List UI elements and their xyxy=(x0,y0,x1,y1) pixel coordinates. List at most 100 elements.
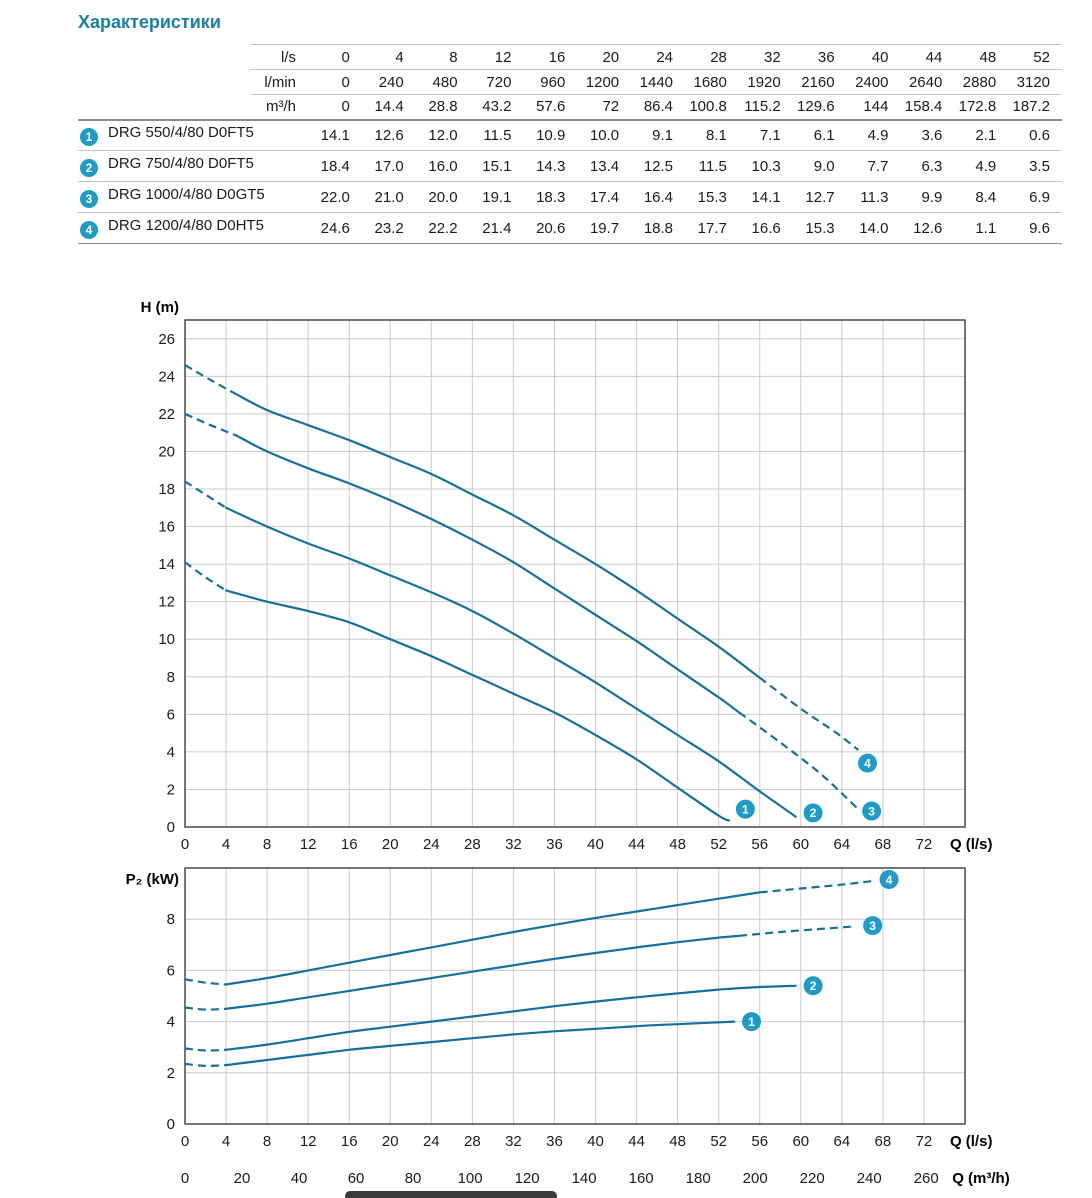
x2-tick-label: 80 xyxy=(405,1170,422,1187)
x-tick-label: 40 xyxy=(587,1133,604,1150)
pump-name: DRG 550/4/80 D0FT5 xyxy=(108,124,254,142)
head-value: 20.6 xyxy=(523,212,578,244)
x-tick-label: 20 xyxy=(382,1133,399,1150)
head-value: 18.8 xyxy=(631,212,686,244)
x2-tick-label: 140 xyxy=(572,1170,597,1187)
head-value: 17.7 xyxy=(685,212,739,244)
x2-tick-label: 160 xyxy=(629,1170,654,1187)
pump-number-badge: 3 xyxy=(80,190,98,208)
x-tick-label: 44 xyxy=(628,1133,645,1150)
flow-value: 8 xyxy=(415,44,470,70)
pump-curve-4 xyxy=(235,393,761,679)
head-value: 15.1 xyxy=(469,150,524,182)
head-value: 8.1 xyxy=(685,118,739,151)
flow-value: 43.2 xyxy=(469,94,524,120)
y-tick-label: 18 xyxy=(158,481,175,498)
head-value: 11.5 xyxy=(469,118,524,151)
y-axis-title: H (m) xyxy=(141,299,179,316)
head-value: 21.4 xyxy=(469,212,524,244)
x-tick-label: 72 xyxy=(916,836,933,853)
pump-name-cell: 1 DRG 550/4/80 D0FT5 xyxy=(78,118,308,151)
flow-value: 36 xyxy=(792,44,847,70)
characteristics-table: l/s 0 4 8 12 16 20 24 28 32 36 40 44 48 52 l/min 0 240 480… xyxy=(78,44,1063,244)
flow-value: 86.4 xyxy=(631,94,686,120)
head-value: 8.4 xyxy=(954,181,1009,213)
head-value: 0.6 xyxy=(1008,118,1063,151)
flow-value: 2640 xyxy=(900,69,955,95)
unit-label: l/min xyxy=(250,69,308,95)
characteristics-table-wrap: l/s 0 4 8 12 16 20 24 28 32 36 40 44 48 52 l/min 0 240 480… xyxy=(78,44,1063,244)
x-tick-label: 52 xyxy=(710,836,727,853)
flow-value: 72 xyxy=(577,94,632,120)
pump-curve-2 xyxy=(224,506,797,818)
head-value: 22.0 xyxy=(308,181,362,213)
pump-number-badge: 1 xyxy=(80,128,98,147)
flow-value: 3120 xyxy=(1008,69,1063,95)
x-tick-label: 68 xyxy=(875,1133,892,1150)
head-value: 9.0 xyxy=(792,150,847,182)
flow-value: 24 xyxy=(631,44,686,70)
x-tick-label: 48 xyxy=(669,1133,686,1150)
pump-curve-1 xyxy=(224,589,730,822)
flow-value: 1920 xyxy=(738,69,793,95)
x2-tick-label: 220 xyxy=(800,1170,825,1187)
y-tick-label: 14 xyxy=(158,556,175,573)
head-value: 16.4 xyxy=(631,181,686,213)
flow-value: 48 xyxy=(954,44,1009,70)
x2-tick-label: 0 xyxy=(181,1170,189,1187)
head-value: 2.1 xyxy=(954,118,1009,151)
head-value: 11.3 xyxy=(846,181,901,213)
x-tick-label: 8 xyxy=(263,836,271,853)
pump-curve-2 xyxy=(224,984,797,1051)
x-tick-label: 64 xyxy=(833,836,850,853)
pump-number-badge: 4 xyxy=(80,221,98,239)
table-unit-row: m³/h 0 14.4 28.8 43.2 57.6 72 86.4 100.8 115.2 129… xyxy=(78,94,1063,120)
x-tick-label: 64 xyxy=(833,1133,850,1150)
head-value: 19.7 xyxy=(577,212,632,244)
flow-value: 0 xyxy=(308,44,362,70)
head-value: 12.6 xyxy=(361,118,416,151)
flow-value: 12 xyxy=(469,44,524,70)
flow-value: 32 xyxy=(738,44,793,70)
y-tick-label: 2 xyxy=(167,781,175,798)
page-title: Характеристики xyxy=(78,12,221,32)
pump-curve-3 xyxy=(224,934,741,1010)
curve-number-badge-3: 3 xyxy=(863,916,883,936)
pump-name: DRG 750/4/80 D0FT5 xyxy=(108,155,254,172)
y-tick-label: 22 xyxy=(158,406,175,423)
head-value: 9.6 xyxy=(1008,212,1063,244)
svg-text:1: 1 xyxy=(748,1015,755,1029)
x-tick-label: 16 xyxy=(341,836,358,853)
svg-text:4: 4 xyxy=(864,756,871,770)
head-value: 3.5 xyxy=(1008,150,1063,182)
y-tick-label: 6 xyxy=(167,706,175,723)
flow-value: 16 xyxy=(523,44,578,70)
x-tick-label: 52 xyxy=(710,1133,727,1150)
x-tick-label: 56 xyxy=(751,1133,768,1150)
svg-text:4: 4 xyxy=(886,873,893,887)
head-value: 9.1 xyxy=(631,118,686,151)
x-tick-label: 44 xyxy=(628,836,645,853)
head-value: 6.9 xyxy=(1008,181,1063,213)
flow-value: 158.4 xyxy=(900,94,955,120)
unit-label: m³/h xyxy=(250,94,308,120)
head-value: 10.0 xyxy=(577,118,632,151)
x-tick-label: 12 xyxy=(300,836,317,853)
x-tick-label: 8 xyxy=(263,1133,271,1150)
x-tick-label: 32 xyxy=(505,836,522,853)
x-tick-label: 24 xyxy=(423,836,440,853)
y-tick-label: 8 xyxy=(167,911,175,928)
table-unit-row: l/s 0 4 8 12 16 20 24 28 32 36 40 44 48 52 xyxy=(78,44,1063,70)
table-spacer-cell xyxy=(78,45,250,70)
head-value: 4.9 xyxy=(846,118,901,151)
x-tick-label: 28 xyxy=(464,1133,481,1150)
head-value: 7.7 xyxy=(846,150,901,182)
pump-curve-3 xyxy=(738,711,858,809)
x-axis-title: Q (l/s) xyxy=(950,1133,993,1150)
x2-tick-label: 180 xyxy=(686,1170,711,1187)
x-tick-label: 36 xyxy=(546,836,563,853)
x-tick-label: 16 xyxy=(341,1133,358,1150)
head-value: 12.6 xyxy=(900,212,955,244)
x-tick-label: 12 xyxy=(300,1133,317,1150)
flow-value: 40 xyxy=(846,44,901,70)
